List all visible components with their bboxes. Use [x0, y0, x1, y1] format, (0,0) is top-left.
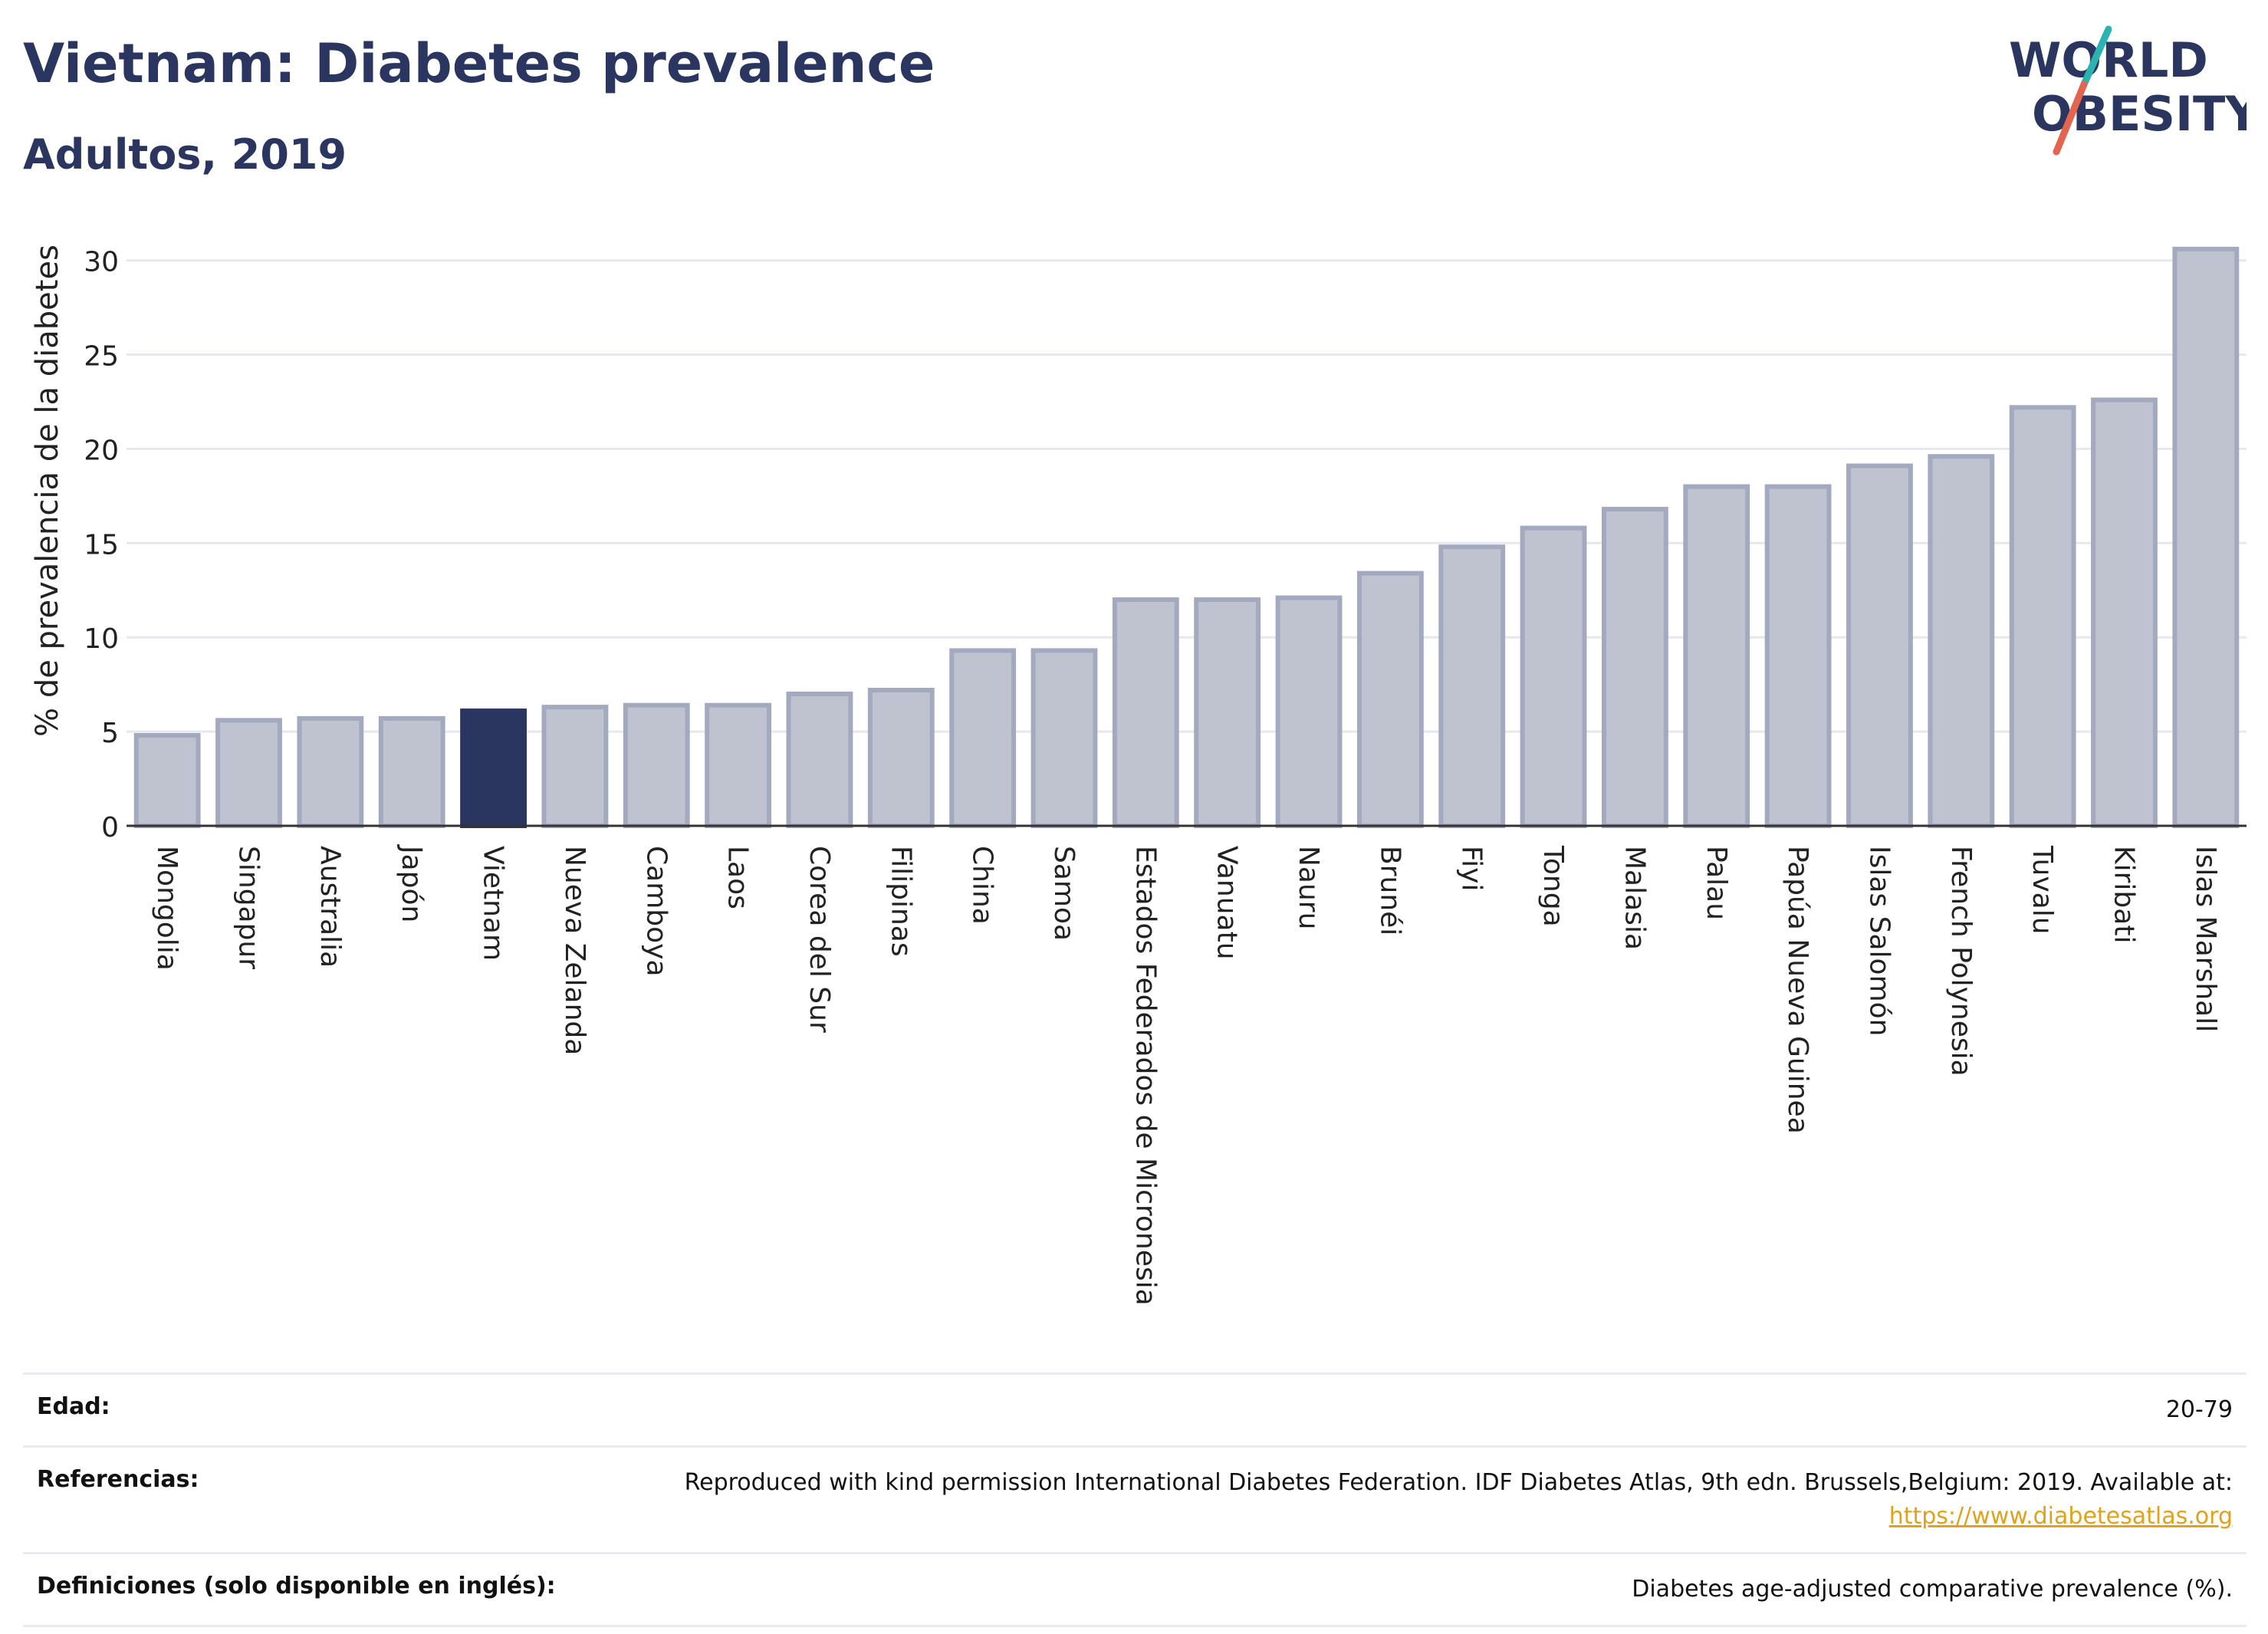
bar-laos: [705, 702, 772, 829]
x-tick-label: Australia: [314, 846, 346, 968]
footer-value-definitions: Diabetes age-adjusted comparative preval…: [1632, 1576, 2233, 1603]
bar-kiribati: [2091, 397, 2158, 828]
bar-tuvalu: [2009, 405, 2076, 828]
x-tick-label: Malasia: [1619, 846, 1650, 950]
footer-row-definitions: Definiciones (solo disponible en inglés)…: [23, 1552, 2247, 1627]
bar-islas-salom-n: [1846, 463, 1913, 829]
y-tick-label: 15: [84, 529, 119, 561]
bar-jap-n: [378, 715, 445, 828]
y-tick-layer: 0 5 10 15 20 25 30: [84, 247, 119, 843]
x-tick-label: Tuvalu: [2026, 845, 2058, 935]
bar-nueva-zelanda: [541, 705, 609, 828]
x-tick-label: Samoa: [1048, 846, 1080, 941]
bar-brun-i: [1356, 570, 1424, 829]
footer-row-age: Edad: 20-79: [23, 1373, 2247, 1445]
world-obesity-logo: WORLD OBESITY: [2009, 25, 2247, 156]
bar-vanuatu: [1194, 597, 1261, 829]
references-link[interactable]: https://www.diabetesatlas.org: [1888, 1503, 2233, 1530]
footer-value-age: 20-79: [2165, 1396, 2233, 1423]
y-tick-label: 0: [101, 812, 119, 843]
y-tick-label: 25: [84, 340, 119, 372]
x-tick-label: Nauru: [1293, 846, 1324, 929]
chart-title: Vietnam: Diabetes prevalence: [23, 32, 935, 95]
x-tick-label: Nueva Zelanda: [559, 846, 590, 1055]
bar-china: [949, 648, 1017, 829]
bar-pap-a-nueva-guinea: [1764, 484, 1832, 828]
x-tick-label: Brunéi: [1374, 846, 1405, 935]
x-tick-label: Vanuatu: [1211, 846, 1243, 960]
x-tick-label: Islas Salomón: [1863, 846, 1895, 1036]
bar-vietnam: [460, 709, 527, 828]
footer-value-references: Reproduced with kind permission Internat…: [684, 1469, 2233, 1496]
x-tick-label: Papúa Nueva Guinea: [1782, 846, 1813, 1134]
bar-filipinas: [867, 688, 935, 828]
footer-row-references: Referencias: Reproduced with kind permis…: [23, 1445, 2247, 1552]
bar-estados-federados-de-micronesia: [1112, 597, 1179, 829]
x-tick-label: China: [967, 846, 998, 925]
x-tick-label: Japón: [396, 844, 427, 922]
footer-label-definitions: Definiciones (solo disponible en inglés)…: [37, 1573, 556, 1599]
bar-corea-del-sur: [786, 691, 853, 828]
x-tick-label: Laos: [722, 846, 754, 909]
bar-palau: [1683, 484, 1750, 828]
y-tick-label: 20: [84, 435, 119, 466]
x-tick-label: Palau: [1701, 846, 1732, 920]
x-tick-label: Fiyi: [1456, 846, 1487, 891]
logo-slash-top: [2080, 25, 2112, 88]
x-tick-label: Camboya: [640, 846, 672, 977]
bar-camboya: [623, 702, 690, 829]
bar-malasia: [1601, 507, 1668, 828]
x-tick-label: Tonga: [1537, 845, 1569, 927]
footer-value-references-wrap: Reproduced with kind permission Internat…: [685, 1466, 2233, 1534]
footer-label-references: Referencias:: [37, 1466, 199, 1493]
logo-slash-bottom: [2053, 81, 2088, 156]
x-tick-label: Corea del Sur: [804, 846, 835, 1033]
bar-tonga: [1520, 525, 1587, 828]
logo-line1: WORLD: [2009, 32, 2208, 88]
x-tick-label: French Polynesia: [1945, 846, 1977, 1077]
x-tick-label: Islas Marshall: [2190, 846, 2221, 1032]
x-tick-label: Kiribati: [2108, 846, 2139, 943]
x-tick-label: Filipinas: [885, 846, 916, 957]
bar-islas-marshall: [2172, 246, 2240, 828]
x-tick-label: Mongolia: [151, 846, 182, 971]
bar-french-polynesia: [1928, 454, 1995, 828]
y-tick-label: 5: [101, 718, 119, 749]
footer-label-age: Edad:: [37, 1393, 110, 1420]
chart-subtitle: Adultos, 2019: [23, 130, 347, 179]
bar-mongolia: [133, 733, 201, 828]
bar-samoa: [1030, 648, 1098, 829]
y-axis-label: % de prevalencia de la diabetes: [30, 245, 65, 737]
x-tick-label: Vietnam: [478, 846, 509, 961]
x-tick-label: Estados Federados de Micronesia: [1129, 846, 1161, 1306]
y-tick-label: 10: [84, 623, 119, 655]
footer-table: Edad: 20-79 Referencias: Reproduced with…: [23, 1373, 2247, 1627]
bar-nauru: [1275, 595, 1343, 829]
x-tick-layer: Mongolia Singapur Australia Japón Vietnam Nue…: [151, 844, 2221, 1306]
bar-fiyi: [1438, 544, 1506, 829]
bar-australia: [297, 715, 364, 828]
x-tick-label: Singapur: [233, 846, 265, 969]
y-tick-label: 30: [84, 247, 119, 278]
bar-layer: [133, 246, 2240, 829]
bar-singapur: [215, 718, 282, 828]
bar-chart: 0 5 10 15 20 25 30 Mongolia Singapur Australia Ja…: [30, 245, 2247, 1306]
